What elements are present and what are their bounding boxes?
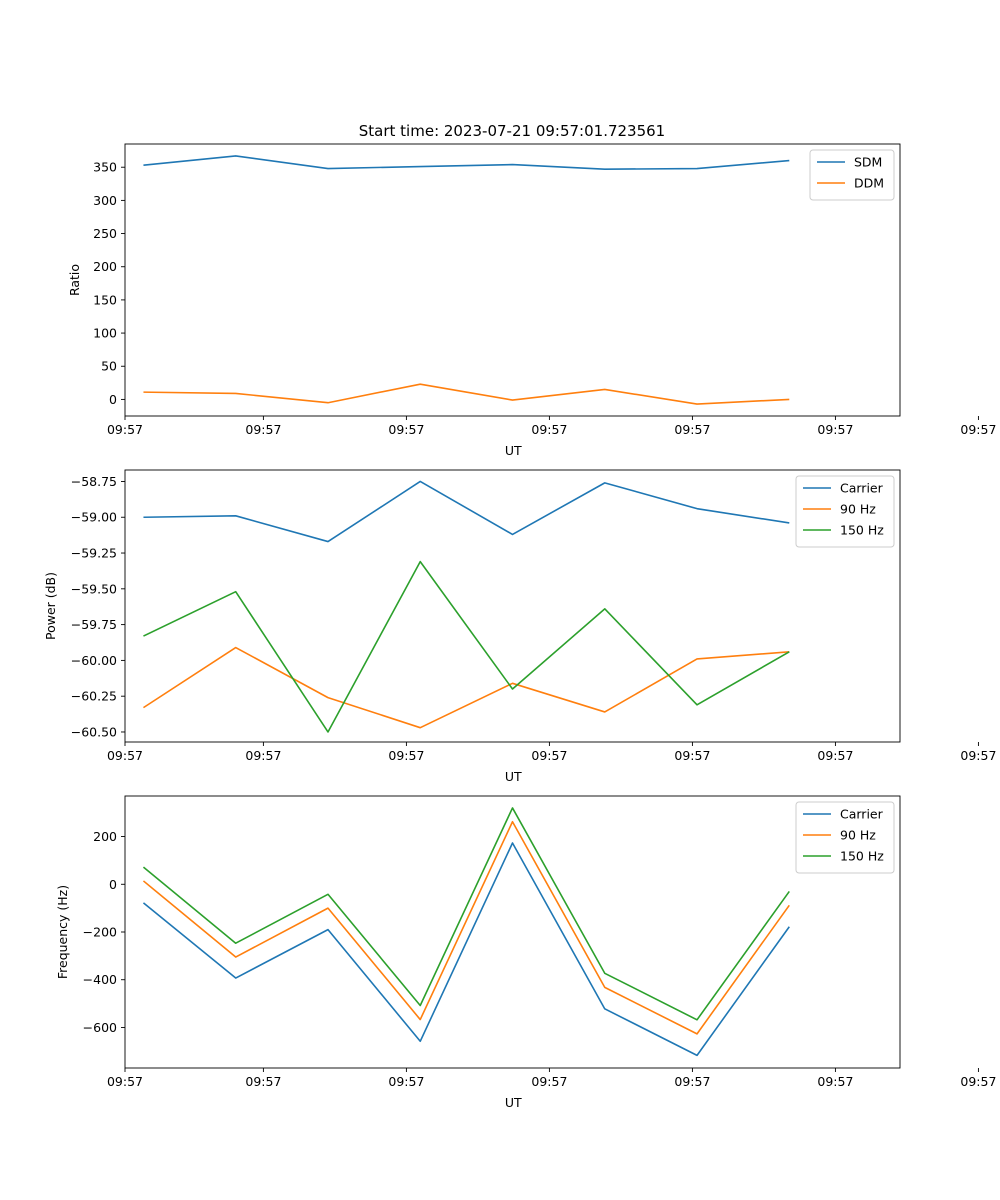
- y-tick-label: 200: [93, 829, 117, 844]
- x-tick-label: 09:57: [531, 422, 567, 437]
- y-tick-label: 50: [101, 359, 117, 374]
- x-tick-label: 09:57: [674, 748, 710, 763]
- x-tick-label: 09:57: [960, 1074, 996, 1089]
- y-axis-label: Power (dB): [43, 572, 58, 640]
- y-tick-label: −60.25: [71, 689, 117, 704]
- legend: Carrier 90 Hz 150 Hz: [795, 801, 895, 874]
- y-tick-label: 0: [109, 392, 117, 407]
- x-tick-label: 09:57: [245, 1074, 281, 1089]
- series-line-150-hz: [142, 807, 790, 1021]
- y-tick-label: −59.75: [71, 617, 117, 632]
- y-tick-label: −200: [83, 925, 117, 940]
- legend: Carrier 90 Hz 150 Hz: [795, 475, 895, 548]
- series-line-150-hz: [143, 560, 790, 733]
- y-tick-label: 250: [93, 226, 117, 241]
- legend-entry-label: 150 Hz: [840, 523, 884, 538]
- series-line-ddm: [143, 383, 790, 405]
- x-tick-label: 09:57: [107, 422, 143, 437]
- x-tick-label: 09:57: [245, 422, 281, 437]
- y-axis-label: Frequency (Hz): [55, 885, 70, 979]
- y-tick-label: −60.50: [71, 724, 117, 739]
- x-tick-label: 09:57: [817, 1074, 853, 1089]
- axes-frame: [124, 469, 901, 743]
- x-axis-label: UT: [505, 769, 522, 784]
- axes-frame: [124, 143, 901, 417]
- subplot-1: 09:57 09:57 09:57 09:57 09:57 09:57 09:57 0 50 10…: [67, 143, 996, 458]
- legend-entry-label: 150 Hz: [840, 849, 884, 864]
- legend-entry-label: 90 Hz: [840, 502, 876, 517]
- x-tick-label: 09:57: [107, 748, 143, 763]
- figure-title: Start time: 2023-07-21 09:57:01.723561: [359, 122, 665, 140]
- x-tick-label: 09:57: [674, 422, 710, 437]
- y-tick-label: 100: [93, 326, 117, 341]
- x-axis-label: UT: [505, 1095, 522, 1110]
- legend-entry-label: DDM: [854, 176, 884, 191]
- legend-entry-label: Carrier: [840, 481, 884, 496]
- legend-entry-label: Carrier: [840, 807, 884, 822]
- y-tick-label: 350: [93, 160, 117, 175]
- series-line-carrier: [143, 480, 790, 543]
- y-tick-label: −58.75: [71, 474, 117, 489]
- x-tick-label: 09:57: [960, 422, 996, 437]
- y-tick-label: −400: [83, 972, 117, 987]
- series-line-carrier: [142, 842, 790, 1057]
- legend: SDM DDM: [809, 149, 895, 201]
- series-line-sdm: [143, 155, 790, 171]
- y-tick-label: −59.00: [71, 510, 117, 525]
- x-tick-label: 09:57: [388, 1074, 424, 1089]
- y-tick-label: −600: [83, 1020, 117, 1035]
- x-tick-label: 09:57: [388, 748, 424, 763]
- y-axis-label: Ratio: [67, 264, 82, 296]
- series-line-90-hz: [143, 646, 790, 729]
- y-tick-label: −59.50: [71, 581, 117, 596]
- y-tick-label: 200: [93, 259, 117, 274]
- x-tick-label: 09:57: [531, 1074, 567, 1089]
- plots-container: 09:57 09:57 09:57 09:57 09:57 09:57 09:57 0 50 10…: [43, 143, 996, 1110]
- x-axis-label: UT: [505, 443, 522, 458]
- y-tick-label: 0: [109, 877, 117, 892]
- legend-entry-label: SDM: [854, 155, 882, 170]
- y-tick-label: 300: [93, 193, 117, 208]
- x-tick-label: 09:57: [531, 748, 567, 763]
- subplot-2: 09:57 09:57 09:57 09:57 09:57 09:57 09:57 −60.5…: [43, 469, 996, 784]
- x-tick-label: 09:57: [817, 422, 853, 437]
- legend-entry-label: 90 Hz: [840, 828, 876, 843]
- y-tick-label: −60.00: [71, 653, 117, 668]
- x-tick-label: 09:57: [674, 1074, 710, 1089]
- series-line-90-hz: [142, 820, 790, 1035]
- x-tick-label: 09:57: [960, 748, 996, 763]
- y-tick-label: −59.25: [71, 546, 117, 561]
- x-tick-label: 09:57: [817, 748, 853, 763]
- subplot-3: 09:57 09:57 09:57 09:57 09:57 09:57 09:57 −600 −…: [55, 795, 996, 1110]
- x-tick-label: 09:57: [107, 1074, 143, 1089]
- x-tick-label: 09:57: [245, 748, 281, 763]
- y-tick-label: 150: [93, 292, 117, 307]
- x-tick-label: 09:57: [388, 422, 424, 437]
